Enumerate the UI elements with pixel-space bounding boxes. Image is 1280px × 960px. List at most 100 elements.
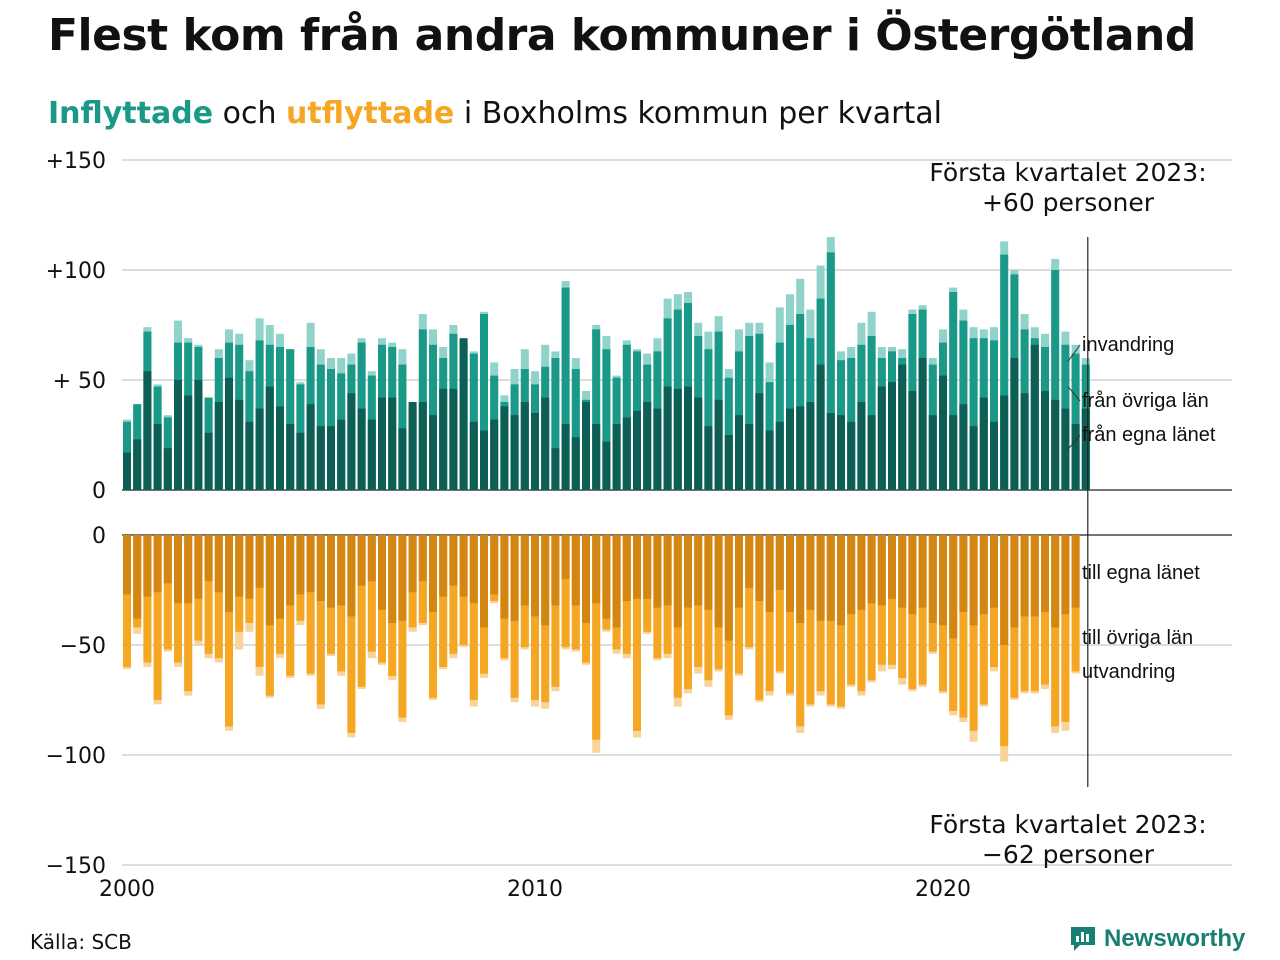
outflow-bar-egna-lanet: [888, 535, 896, 599]
outflow-bar-egna-lanet: [306, 535, 315, 593]
inflow-bar-egna-lanet: [510, 415, 519, 490]
top-series-label: invandring: [1082, 334, 1174, 356]
outflow-bar-ovriga-lan: [347, 535, 356, 733]
outflow-bar-egna-lanet: [928, 535, 937, 623]
inflow-bar-egna-lanet: [429, 415, 437, 490]
outflow-bar-egna-lanet: [398, 535, 407, 621]
inflow-bar-ovriga-lan: [867, 336, 876, 490]
outflow-bar-ovriga-lan: [184, 535, 193, 692]
inflow-bar-egna-lanet: [133, 439, 142, 490]
outflow-bar-egna-lanet: [143, 535, 152, 597]
outflow-bar-egna-lanet: [286, 535, 295, 606]
inflow-bar-egna-lanet: [388, 397, 397, 490]
outflow-bar-ovriga-lan: [123, 535, 131, 667]
outflow-bar-egna-lanet: [500, 535, 509, 619]
outflow-bar-egna-lanet: [571, 535, 580, 606]
outflow-bar-ovriga-lan: [888, 535, 896, 665]
top-annotation-line2: +60 personer: [982, 188, 1155, 217]
inflow-bar-egna-lanet: [673, 388, 682, 490]
bottom-y-tick-label: −150: [46, 854, 106, 879]
outflow-bar-ovriga-lan: [531, 535, 539, 700]
outflow-bar-egna-lanet: [204, 535, 213, 582]
inflow-bar-egna-lanet: [592, 424, 601, 490]
outflow-bar-ovriga-lan: [857, 535, 866, 692]
inflow-bar-ovriga-lan: [561, 287, 570, 490]
outflow-bar-egna-lanet: [847, 535, 856, 615]
top-y-tick-label: +100: [46, 259, 106, 284]
outflow-bar-ovriga-lan: [449, 535, 458, 654]
inflow-bar-egna-lanet: [877, 386, 886, 490]
inflow-bar-egna-lanet: [1051, 399, 1060, 490]
inflow-bar-ovriga-lan: [571, 369, 580, 490]
outflow-bar-ovriga-lan: [918, 535, 927, 685]
outflow-bar-ovriga-lan: [959, 535, 968, 718]
inflow-bar-egna-lanet: [1020, 393, 1029, 490]
outflow-bar-egna-lanet: [337, 535, 346, 606]
inflow-bar-egna-lanet: [949, 415, 958, 490]
outflow-bar-egna-lanet: [276, 535, 284, 619]
inflow-bar-egna-lanet: [296, 432, 305, 490]
outflow-bar-egna-lanet: [735, 535, 743, 608]
outflow-bar-egna-lanet: [775, 535, 784, 590]
outflow-bar-egna-lanet: [153, 535, 162, 593]
outflow-bar-egna-lanet: [877, 535, 886, 606]
outflow-bar-egna-lanet: [898, 535, 907, 608]
outflow-bar-egna-lanet: [673, 535, 682, 628]
top-series-leader: [1067, 344, 1081, 362]
inflow-bar-ovriga-lan: [704, 349, 713, 490]
outflow-bar-egna-lanet: [786, 535, 794, 612]
bottom-series-label: till egna länet: [1082, 562, 1200, 584]
outflow-bar-ovriga-lan: [143, 535, 152, 663]
inflow-bar-egna-lanet: [786, 408, 794, 490]
outflow-bar-ovriga-lan: [786, 535, 794, 694]
inflow-bar-egna-lanet: [928, 415, 937, 490]
inflow-bar-egna-lanet: [143, 371, 152, 490]
inflow-bar-egna-lanet: [347, 393, 356, 490]
inflow-bar-egna-lanet: [408, 402, 417, 490]
inflow-bar-ovriga-lan: [775, 342, 784, 490]
top-y-tick-label: 0: [92, 479, 106, 504]
outflow-bar-egna-lanet: [826, 535, 835, 621]
outflow-bar-egna-lanet: [347, 535, 356, 617]
outflow-bar-egna-lanet: [684, 535, 692, 608]
outflow-bar-egna-lanet: [1010, 535, 1019, 628]
outflow-bar-egna-lanet: [408, 535, 417, 593]
outflow-bar-egna-lanet: [235, 535, 244, 597]
inflow-bar-egna-lanet: [255, 408, 264, 490]
outflow-bar-egna-lanet: [449, 535, 458, 586]
outflow-bar-ovriga-lan: [979, 535, 988, 705]
inflow-bar-egna-lanet: [235, 399, 244, 490]
inflow-bar-egna-lanet: [714, 399, 723, 490]
outflow-bar-egna-lanet: [939, 535, 947, 626]
inflow-bar-egna-lanet: [775, 421, 784, 490]
outflow-bar-egna-lanet: [908, 535, 917, 615]
top-series-leader: [1067, 434, 1081, 450]
inflow-bar-ovriga-lan: [786, 325, 794, 490]
outflow-bar-egna-lanet: [1071, 535, 1080, 608]
outflow-bar-egna-lanet: [969, 535, 978, 626]
outflow-bar-egna-lanet: [367, 535, 376, 582]
inflow-bar-egna-lanet: [174, 380, 182, 490]
inflow-bar-egna-lanet: [1010, 358, 1019, 490]
x-tick-label: 2020: [915, 877, 971, 902]
outflow-bar-egna-lanet: [225, 535, 233, 612]
inflow-bar-egna-lanet: [225, 377, 233, 490]
outflow-bar-ovriga-lan: [775, 535, 784, 672]
inflow-bar-egna-lanet: [826, 413, 835, 490]
outflow-bar-ovriga-lan: [1051, 535, 1060, 727]
outflow-bar-egna-lanet: [184, 535, 193, 604]
inflow-bar-egna-lanet: [867, 415, 876, 490]
inflow-bar-egna-lanet: [265, 386, 274, 490]
inflow-bar-egna-lanet: [1030, 344, 1039, 490]
inflow-bar-egna-lanet: [582, 402, 590, 490]
top-series-label: från övriga län: [1082, 390, 1209, 412]
inflow-bar-egna-lanet: [327, 426, 335, 490]
outflow-bar-ovriga-lan: [755, 535, 764, 700]
inflow-bar-egna-lanet: [633, 410, 641, 490]
inflow-bar-egna-lanet: [765, 430, 774, 490]
subtitle-och: och: [222, 96, 277, 131]
inflow-bar-egna-lanet: [561, 424, 570, 490]
outflow-bar-egna-lanet: [174, 535, 182, 604]
outflow-bar-ovriga-lan: [316, 535, 325, 705]
inflow-bar-egna-lanet: [123, 452, 131, 490]
